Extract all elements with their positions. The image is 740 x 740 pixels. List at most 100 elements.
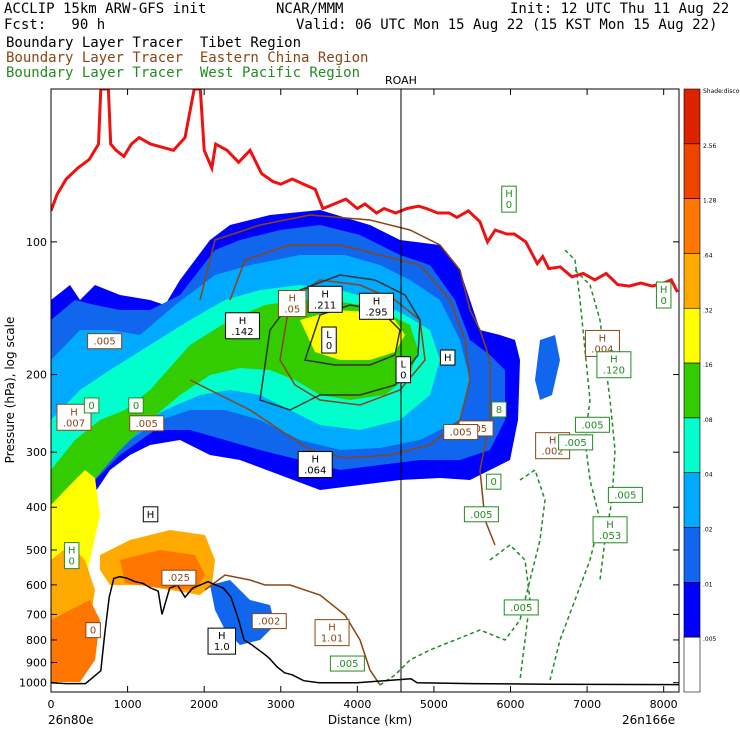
extremum-label-h21: .002 <box>251 613 287 630</box>
extremum-box <box>314 619 350 647</box>
extremum-label-h31: 8 <box>491 401 507 418</box>
x-axis-title: Distance (km) <box>328 713 412 727</box>
extremum-text: H <box>328 623 336 634</box>
extremum-label-h17: .005 <box>607 486 643 503</box>
extremum-box <box>277 290 307 318</box>
extremum-text: 0 <box>90 626 96 637</box>
extremum-box <box>161 569 197 586</box>
extremum-label-h34: 0 <box>485 473 502 490</box>
institution-label: NCAR/MMM <box>276 1 344 17</box>
legend-eastern-china: Boundary Layer Tracer Eastern China Regi… <box>6 50 369 66</box>
extremum-text: H <box>239 316 247 327</box>
extremum-label-h36: 0 <box>85 622 101 639</box>
extremum-label-h19: H0 <box>63 542 80 570</box>
extremum-box <box>307 285 343 313</box>
colorbar-swatch <box>683 198 701 254</box>
extremum-text: 0 <box>660 296 666 307</box>
plot-frame <box>50 88 680 693</box>
tracer-contours <box>189 214 616 686</box>
extremum-box <box>129 415 165 432</box>
extremum-text: 0 <box>326 341 332 352</box>
extremum-box <box>358 292 394 320</box>
colorbar-label: .04 <box>703 472 713 479</box>
terrain-line <box>51 575 679 686</box>
y-tick-label: 100 <box>26 236 47 249</box>
extremum-box <box>224 312 260 340</box>
y-tick-label: 1000 <box>19 677 47 690</box>
extremum-text: H <box>660 285 668 296</box>
extremum-text: 0 <box>490 477 496 488</box>
extremum-box <box>491 401 507 418</box>
extremum-text: H <box>606 520 614 531</box>
extremum-label-h05: H.142 <box>224 312 260 340</box>
extremum-text: .005 <box>136 419 158 430</box>
extremum-box <box>56 403 92 431</box>
extremum-text: .142 <box>231 327 253 338</box>
extremum-text: .005 <box>581 420 603 431</box>
x-tick-label: 4000 <box>343 698 371 711</box>
colorbar: Shade:disco 2.56 1.28 .64 .32 .16 .08 .04 .02 .01… <box>683 88 740 693</box>
extremum-box <box>128 397 144 414</box>
extremum-text: .053 <box>599 531 621 542</box>
extremum-text: .002 <box>542 447 564 458</box>
extremum-text: .211 <box>314 300 336 311</box>
extremum-box <box>596 351 632 379</box>
extremum-label-h35: .005 <box>463 506 499 523</box>
extremum-text: H <box>70 407 78 418</box>
extremum-box <box>63 542 80 570</box>
y-tick-label: 400 <box>26 501 47 514</box>
extremum-label-h08: H0 <box>501 185 517 213</box>
extremum-text: H <box>68 546 76 557</box>
valid-time: Valid: 06 UTC Mon 15 Aug 22 (15 KST Mon … <box>296 17 718 33</box>
extremum-box <box>87 333 123 350</box>
colorbar-label: .005 <box>703 636 717 643</box>
y-tick-label: 800 <box>26 634 47 647</box>
extremum-label-h33: .025 <box>161 569 197 586</box>
y-tick-label: 700 <box>26 608 47 621</box>
extremum-text: 0 <box>133 401 139 412</box>
extremum-box <box>251 613 287 630</box>
x-tick-label: 1000 <box>114 698 142 711</box>
extremum-text: H <box>444 353 452 364</box>
extremum-label-h12: H.064 <box>297 451 333 479</box>
legend-west-pacific: Boundary Layer Tracer West Pacific Regio… <box>6 65 361 81</box>
extremum-label-h07: L0 <box>395 356 412 384</box>
extremum-text: .295 <box>365 307 387 318</box>
extremum-text: L <box>326 330 332 341</box>
extremum-box <box>207 627 237 655</box>
extremum-box <box>503 599 539 616</box>
brown-contour-1 <box>199 214 496 546</box>
extremum-text: .064 <box>304 466 326 477</box>
extremum-text: .004 <box>591 344 613 355</box>
extremum-label-h20: H1.0 <box>207 627 237 655</box>
colorbar-swatch <box>683 143 701 199</box>
extremum-label-h10: H.120 <box>596 351 632 379</box>
model-title: ACCLIP 15km ARW-GFS init <box>4 1 207 17</box>
extremum-label-h13: H.007 <box>56 403 92 431</box>
y-tick-label: 200 <box>26 369 47 382</box>
extremum-text: .005 <box>614 490 636 501</box>
extremum-text: .120 <box>603 366 625 377</box>
x-tick-label: 5000 <box>420 698 448 711</box>
extremum-text: L <box>401 360 407 371</box>
green-dashed-3 <box>379 468 546 686</box>
colorbar-label: .02 <box>703 527 713 534</box>
x-tick-label: 8000 <box>650 698 678 711</box>
extremum-label-h23: .005 <box>503 599 539 616</box>
extremum-box <box>574 416 610 433</box>
extremum-text: .025 <box>168 573 190 584</box>
colorbar-label: .01 <box>703 581 713 588</box>
forecast-hour: Fcst: 90 h <box>4 17 106 33</box>
extremum-box <box>558 434 594 451</box>
extremum-text: 0 <box>88 401 94 412</box>
extremum-box <box>501 185 517 213</box>
extremum-box <box>439 349 456 366</box>
y-tick-label: 900 <box>26 656 47 669</box>
x-tick-label: 0 <box>48 698 55 711</box>
extremum-text: H <box>288 294 296 305</box>
extremum-box <box>655 281 672 309</box>
extremum-box <box>592 516 628 544</box>
extremum-box <box>83 397 100 414</box>
extremum-box <box>85 622 101 639</box>
